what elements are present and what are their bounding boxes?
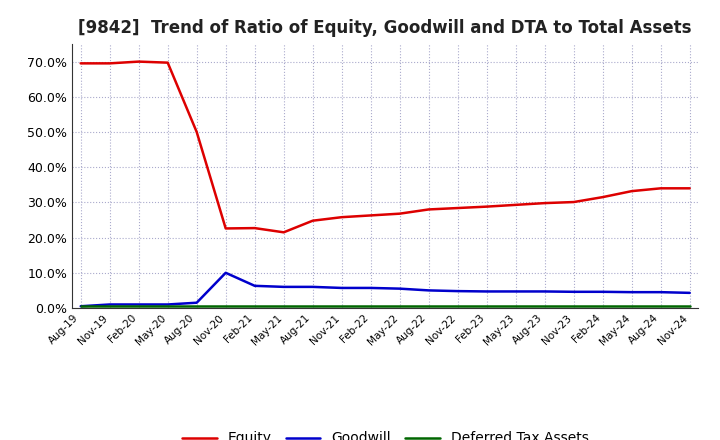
- Deferred Tax Assets: [76, 304, 85, 309]
- Equity: [395, 211, 404, 216]
- Equity: [279, 230, 288, 235]
- Goodwill: [395, 286, 404, 291]
- Deferred Tax Assets: [541, 304, 549, 309]
- Goodwill: [657, 290, 665, 295]
- Deferred Tax Assets: [338, 304, 346, 309]
- Deferred Tax Assets: [192, 304, 201, 309]
- Deferred Tax Assets: [221, 304, 230, 309]
- Goodwill: [424, 288, 433, 293]
- Legend: Equity, Goodwill, Deferred Tax Assets: Equity, Goodwill, Deferred Tax Assets: [176, 426, 594, 440]
- Goodwill: [221, 270, 230, 275]
- Equity: [598, 194, 607, 200]
- Equity: [627, 188, 636, 194]
- Deferred Tax Assets: [511, 304, 520, 309]
- Deferred Tax Assets: [570, 304, 578, 309]
- Deferred Tax Assets: [627, 304, 636, 309]
- Equity: [251, 225, 259, 231]
- Equity: [192, 129, 201, 135]
- Deferred Tax Assets: [135, 304, 143, 309]
- Deferred Tax Assets: [105, 304, 114, 309]
- Deferred Tax Assets: [395, 304, 404, 309]
- Deferred Tax Assets: [657, 304, 665, 309]
- Equity: [424, 207, 433, 212]
- Equity: [76, 61, 85, 66]
- Equity: [570, 199, 578, 205]
- Deferred Tax Assets: [685, 304, 694, 309]
- Goodwill: [598, 289, 607, 294]
- Deferred Tax Assets: [163, 304, 172, 309]
- Equity: [511, 202, 520, 208]
- Goodwill: [105, 302, 114, 307]
- Deferred Tax Assets: [251, 304, 259, 309]
- Goodwill: [76, 304, 85, 309]
- Goodwill: [511, 289, 520, 294]
- Equity: [105, 61, 114, 66]
- Equity: [221, 226, 230, 231]
- Goodwill: [541, 289, 549, 294]
- Goodwill: [251, 283, 259, 289]
- Deferred Tax Assets: [454, 304, 462, 309]
- Goodwill: [627, 290, 636, 295]
- Goodwill: [366, 285, 375, 290]
- Line: Equity: Equity: [81, 62, 690, 232]
- Equity: [366, 213, 375, 218]
- Equity: [685, 186, 694, 191]
- Deferred Tax Assets: [366, 304, 375, 309]
- Equity: [454, 205, 462, 211]
- Equity: [338, 215, 346, 220]
- Equity: [135, 59, 143, 64]
- Goodwill: [685, 290, 694, 296]
- Goodwill: [570, 289, 578, 294]
- Equity: [482, 204, 491, 209]
- Equity: [541, 201, 549, 206]
- Title: [9842]  Trend of Ratio of Equity, Goodwill and DTA to Total Assets: [9842] Trend of Ratio of Equity, Goodwil…: [78, 19, 692, 37]
- Deferred Tax Assets: [598, 304, 607, 309]
- Goodwill: [279, 284, 288, 290]
- Equity: [308, 218, 317, 224]
- Goodwill: [482, 289, 491, 294]
- Goodwill: [192, 300, 201, 305]
- Equity: [657, 186, 665, 191]
- Deferred Tax Assets: [482, 304, 491, 309]
- Deferred Tax Assets: [424, 304, 433, 309]
- Goodwill: [454, 289, 462, 294]
- Goodwill: [338, 285, 346, 290]
- Goodwill: [308, 284, 317, 290]
- Line: Goodwill: Goodwill: [81, 273, 690, 306]
- Equity: [163, 60, 172, 65]
- Deferred Tax Assets: [308, 304, 317, 309]
- Goodwill: [135, 302, 143, 307]
- Deferred Tax Assets: [279, 304, 288, 309]
- Goodwill: [163, 302, 172, 307]
